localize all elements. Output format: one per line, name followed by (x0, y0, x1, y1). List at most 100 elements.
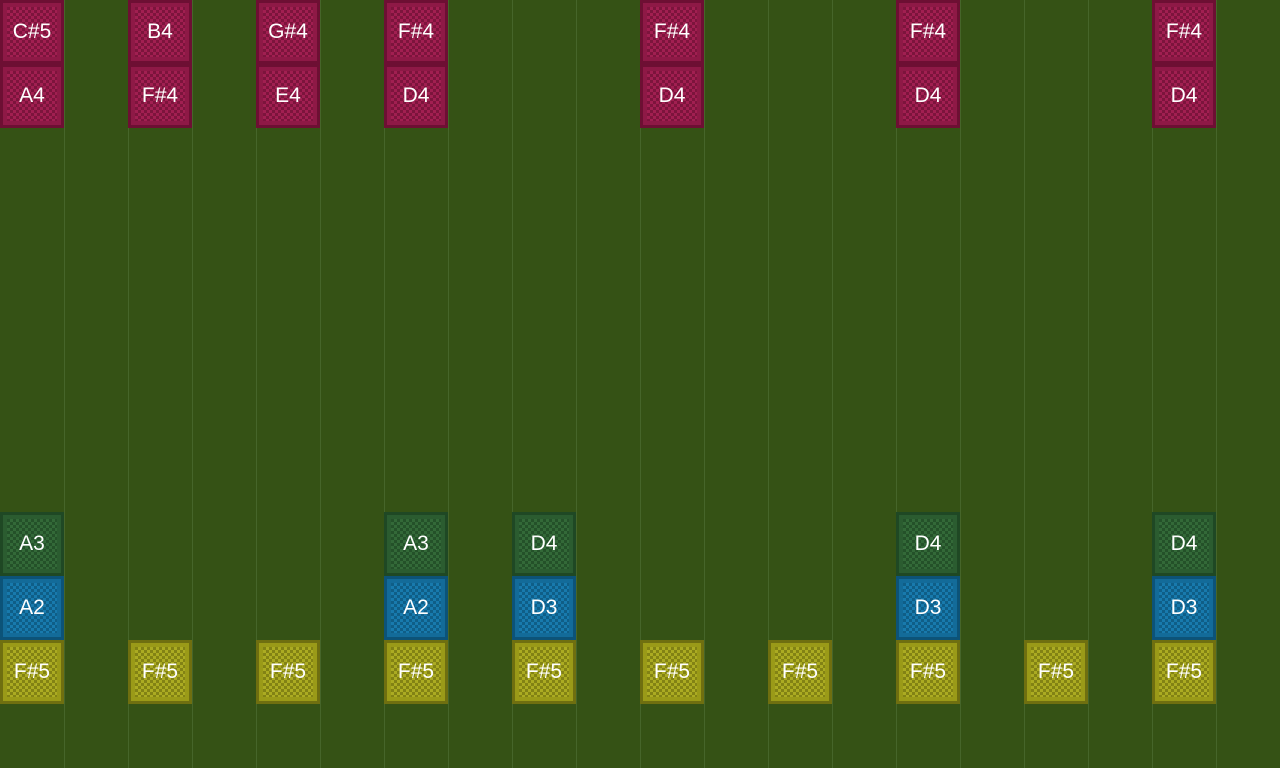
melody-note[interactable]: C#5 (0, 0, 64, 64)
melody-note[interactable]: B4 (128, 0, 192, 64)
note-texture (7, 71, 57, 121)
note-label: D4 (914, 532, 942, 555)
grid-line (320, 0, 321, 768)
melody-note[interactable]: D4 (384, 64, 448, 128)
note-label: D4 (530, 532, 558, 555)
note-label: F#4 (653, 20, 691, 43)
note-label: E4 (275, 84, 301, 107)
grid-line (128, 0, 129, 768)
grid-line (1024, 0, 1025, 768)
melody-note[interactable]: D4 (1152, 64, 1216, 128)
note-label: D4 (1170, 532, 1198, 555)
note-label: F#5 (781, 660, 819, 683)
bass-note[interactable]: D3 (1152, 576, 1216, 640)
melody-note[interactable]: E4 (256, 64, 320, 128)
melody-note[interactable]: A4 (0, 64, 64, 128)
note-label: G#4 (268, 20, 308, 43)
note-texture (263, 647, 313, 697)
melody-note[interactable]: F#4 (384, 0, 448, 64)
note-texture (391, 71, 441, 121)
note-label: B4 (147, 20, 173, 43)
note-label: A4 (19, 84, 45, 107)
percussion-note[interactable]: F#5 (256, 640, 320, 704)
melody-note[interactable]: G#4 (256, 0, 320, 64)
note-texture (7, 647, 57, 697)
note-label: F#4 (909, 20, 947, 43)
note-label: F#5 (1037, 660, 1075, 683)
percussion-note[interactable]: F#5 (512, 640, 576, 704)
note-label: F#5 (653, 660, 691, 683)
note-texture (135, 647, 185, 697)
note-texture (903, 647, 953, 697)
note-label: D3 (914, 596, 942, 619)
melody-note[interactable]: F#4 (896, 0, 960, 64)
grid-line (1216, 0, 1217, 768)
harmony-note[interactable]: A3 (384, 512, 448, 576)
note-label: A2 (403, 596, 429, 619)
note-texture (391, 7, 441, 57)
grid-line (832, 0, 833, 768)
note-label: F#5 (909, 660, 947, 683)
harmony-note[interactable]: A3 (0, 512, 64, 576)
note-texture (647, 647, 697, 697)
note-texture (263, 71, 313, 121)
melody-note[interactable]: F#4 (1152, 0, 1216, 64)
percussion-note[interactable]: F#5 (640, 640, 704, 704)
note-texture (1159, 583, 1209, 633)
harmony-note[interactable]: D4 (512, 512, 576, 576)
note-label: F#5 (397, 660, 435, 683)
note-label: A3 (403, 532, 429, 555)
grid-line (704, 0, 705, 768)
melody-note[interactable]: F#4 (128, 64, 192, 128)
note-label: F#5 (1165, 660, 1203, 683)
percussion-note[interactable]: F#5 (896, 640, 960, 704)
note-texture (135, 71, 185, 121)
grid-line (768, 0, 769, 768)
note-label: D3 (530, 596, 558, 619)
note-texture (519, 583, 569, 633)
percussion-note[interactable]: F#5 (1024, 640, 1088, 704)
grid-line (512, 0, 513, 768)
melody-note[interactable]: F#4 (640, 0, 704, 64)
note-label: F#5 (13, 660, 51, 683)
note-texture (903, 583, 953, 633)
note-texture (7, 583, 57, 633)
percussion-note[interactable]: F#5 (1152, 640, 1216, 704)
percussion-note[interactable]: F#5 (768, 640, 832, 704)
note-label: D4 (402, 84, 430, 107)
note-texture (263, 7, 313, 57)
note-texture (1159, 519, 1209, 569)
note-texture (903, 7, 953, 57)
melody-note[interactable]: D4 (640, 64, 704, 128)
bass-note[interactable]: D3 (896, 576, 960, 640)
melody-note[interactable]: D4 (896, 64, 960, 128)
bass-note[interactable]: A2 (384, 576, 448, 640)
note-label: F#5 (141, 660, 179, 683)
grid-line (896, 0, 897, 768)
grid-line (576, 0, 577, 768)
note-texture (391, 519, 441, 569)
grid-line (960, 0, 961, 768)
note-texture (1159, 7, 1209, 57)
bass-note[interactable]: D3 (512, 576, 576, 640)
harmony-note[interactable]: D4 (896, 512, 960, 576)
note-texture (903, 71, 953, 121)
note-label: D4 (1170, 84, 1198, 107)
note-texture (519, 519, 569, 569)
harmony-note[interactable]: D4 (1152, 512, 1216, 576)
note-label: F#4 (141, 84, 179, 107)
note-texture (391, 583, 441, 633)
note-texture (647, 7, 697, 57)
note-texture (1159, 71, 1209, 121)
percussion-note[interactable]: F#5 (384, 640, 448, 704)
note-label: F#5 (269, 660, 307, 683)
note-texture (903, 519, 953, 569)
grid-line (1088, 0, 1089, 768)
grid-line (1152, 0, 1153, 768)
grid-line (448, 0, 449, 768)
note-label: C#5 (12, 20, 52, 43)
bass-note[interactable]: A2 (0, 576, 64, 640)
percussion-note[interactable]: F#5 (128, 640, 192, 704)
percussion-note[interactable]: F#5 (0, 640, 64, 704)
